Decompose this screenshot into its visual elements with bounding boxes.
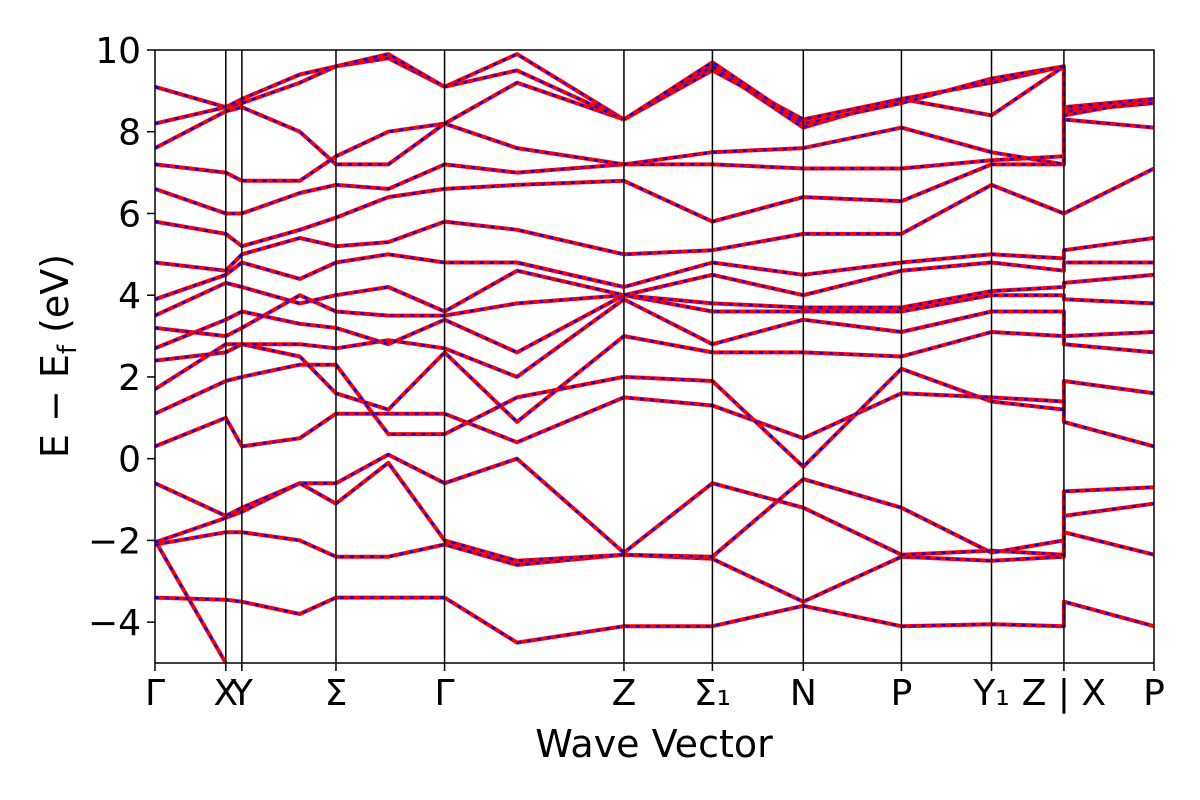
band-line-blue bbox=[155, 118, 1154, 248]
band-line-blue bbox=[155, 530, 1154, 603]
band-line-blue bbox=[155, 261, 1154, 317]
x-tick-label: Z | X bbox=[1022, 673, 1106, 714]
band-line-red bbox=[155, 595, 1154, 645]
x-tick-label: N bbox=[790, 673, 817, 714]
band-line-blue bbox=[155, 293, 1154, 354]
plot-frame bbox=[154, 49, 1155, 664]
band-line-blue bbox=[155, 52, 1154, 125]
band-lines bbox=[155, 52, 1154, 663]
y-axis-label-subscript: f bbox=[53, 344, 83, 354]
band-line-red bbox=[155, 52, 1154, 126]
band-line-red bbox=[155, 297, 1154, 379]
band-line-blue bbox=[155, 392, 1154, 448]
band-line-blue bbox=[155, 330, 1154, 424]
x-tick-label: P bbox=[891, 673, 913, 714]
band-line-blue bbox=[155, 236, 1154, 301]
y-tick-label: 0 bbox=[118, 440, 141, 481]
y-axis-label-main: E − E bbox=[33, 354, 77, 458]
band-line-red bbox=[155, 362, 1154, 469]
x-tick-label: X bbox=[213, 673, 238, 714]
band-line-blue bbox=[155, 273, 1154, 338]
band-line-blue bbox=[155, 453, 1154, 556]
band-line-red bbox=[155, 452, 1154, 557]
band-line-blue bbox=[155, 52, 1154, 125]
band-line-red bbox=[155, 97, 1154, 183]
band-line-red bbox=[155, 64, 1154, 167]
band-line-blue bbox=[155, 167, 1154, 272]
high-symmetry-lines bbox=[225, 50, 1065, 663]
x-tick-label: Σ bbox=[325, 673, 348, 714]
band-line-blue bbox=[155, 97, 1154, 215]
band-line-blue bbox=[155, 97, 1154, 183]
band-line-blue bbox=[155, 461, 1154, 563]
band-line-red bbox=[155, 272, 1154, 339]
y-axis-ticks: −4 −2 0 2 4 6 8 10 bbox=[88, 31, 155, 644]
y-axis-label: E − Ef (eV) bbox=[33, 254, 83, 458]
y-axis-label-unit: (eV) bbox=[33, 254, 77, 333]
band-line-blue bbox=[155, 596, 1154, 644]
y-tick-label: 2 bbox=[118, 358, 141, 399]
x-tick-label: Γ bbox=[435, 673, 455, 714]
x-tick-label: Y₁ bbox=[972, 673, 1009, 714]
y-tick-label: 4 bbox=[118, 276, 141, 317]
x-tick-label: Γ bbox=[145, 673, 165, 714]
band-line-red bbox=[155, 52, 1154, 126]
y-tick-label: 8 bbox=[118, 113, 141, 154]
x-tick-label: Σ₁ bbox=[694, 673, 731, 714]
band-line-blue bbox=[155, 539, 227, 663]
y-tick-label: −4 bbox=[88, 603, 141, 644]
x-tick-label: P bbox=[1143, 673, 1165, 714]
x-axis-ticks: Γ XY Σ Γ Z Σ₁ N P Y₁ Z | X P bbox=[145, 663, 1165, 714]
y-tick-label: −2 bbox=[88, 521, 141, 562]
band-line-red bbox=[155, 460, 1154, 563]
x-tick-label: Y bbox=[230, 673, 254, 714]
x-tick-label: Z bbox=[612, 673, 637, 714]
y-tick-label: 10 bbox=[95, 31, 141, 72]
x-axis-label: Wave Vector bbox=[535, 722, 773, 766]
y-tick-label: 6 bbox=[118, 194, 141, 235]
